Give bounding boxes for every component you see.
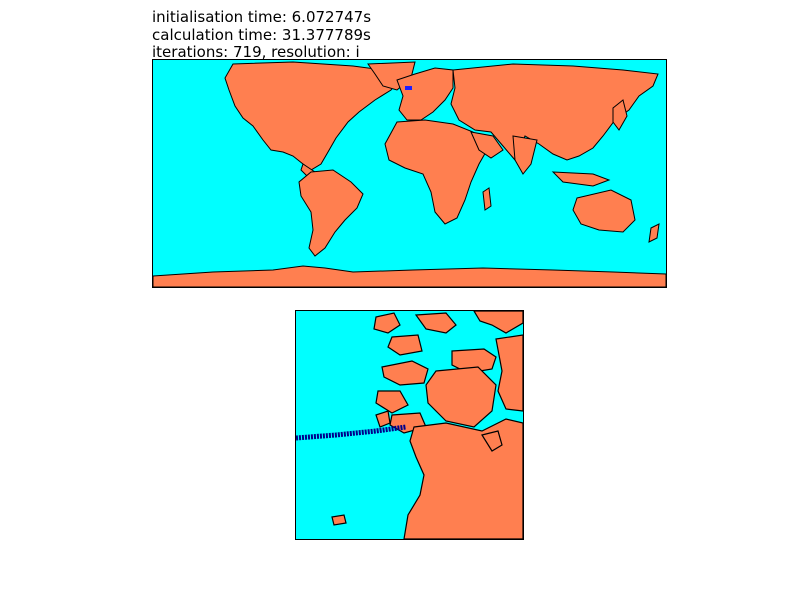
calculation-time-text: calculation time: 31.377789s (152, 25, 371, 44)
arabian-peninsula-landmass (470, 131, 504, 159)
mainland-south (403, 418, 523, 539)
island-north-a (373, 312, 401, 334)
island-small-a (375, 390, 409, 414)
islet-b (375, 410, 391, 428)
initialisation-time-text: initialisation time: 6.072747s (152, 8, 372, 26)
island-mid-right (451, 348, 497, 374)
indonesia-landmass (551, 171, 611, 187)
island-north-c (387, 334, 423, 356)
island-east-strip (495, 334, 523, 412)
africa-landmass (384, 119, 488, 225)
info-header: initialisation time: 6.072747s calculati… (152, 8, 692, 61)
world-map (152, 59, 667, 288)
new-zealand-landmass (648, 223, 660, 243)
route-track (296, 424, 407, 441)
islet-a (481, 430, 503, 452)
island-north-b (414, 312, 457, 334)
antarctica-landmass (153, 265, 666, 287)
island-top-right (473, 311, 523, 334)
south-america-landmass (298, 169, 364, 257)
island-large-center (425, 366, 497, 428)
madagascar-landmass (482, 187, 492, 211)
north-america-landmass (224, 61, 399, 171)
world-map-svg (153, 61, 666, 287)
europe-landmass (396, 67, 454, 121)
india-landmass (512, 135, 538, 175)
islet-c (331, 514, 347, 526)
asia-landmass (450, 63, 659, 161)
japan-landmass (612, 99, 628, 131)
australia-landmass (572, 189, 636, 233)
detail-map-svg (296, 311, 523, 539)
iterations-resolution-text: iterations: 719, resolution: i (152, 43, 360, 61)
route-marker (405, 86, 412, 90)
detail-map (295, 310, 524, 540)
island-mid-left (381, 360, 429, 386)
